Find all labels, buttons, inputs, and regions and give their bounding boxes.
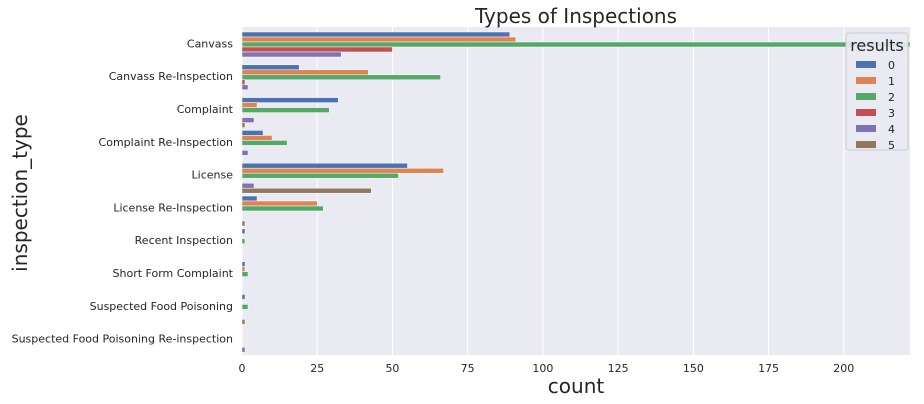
bar (241, 36, 517, 43)
bar (241, 102, 258, 108)
bar (241, 41, 911, 48)
bar (241, 117, 255, 123)
bar (241, 122, 246, 128)
bar (241, 64, 300, 71)
bar (241, 200, 318, 207)
legend-items: 0 1 2 3 4 5 (856, 59, 895, 152)
y-tick-label: Recent Inspection (135, 234, 233, 247)
legend-label: 1 (888, 75, 895, 88)
bar (241, 228, 246, 235)
x-tick-labels: 0 25 50 75 100 125 150 175 200 (239, 362, 855, 375)
x-tick-label: 25 (310, 362, 324, 375)
bar (241, 182, 255, 189)
legend-label: 2 (888, 91, 895, 104)
y-tick-label: Suspected Food Poisoning Re-inspection (12, 333, 233, 346)
x-tick-label: 175 (758, 362, 779, 375)
bar (241, 205, 324, 212)
bar (241, 271, 249, 277)
bar (241, 162, 408, 169)
bar (241, 135, 273, 141)
legend-swatch (856, 77, 876, 84)
bar (241, 51, 342, 58)
y-tick-labels: Canvass Canvass Re-Inspection Complaint Com… (12, 37, 234, 345)
legend-swatch (856, 109, 876, 116)
legend-swatch (856, 141, 876, 148)
x-tick-label: 100 (532, 362, 553, 375)
legend-swatch (856, 125, 876, 132)
bar (241, 150, 249, 156)
x-tick-label: 200 (833, 362, 854, 375)
legend-label: 0 (888, 59, 895, 72)
y-tick-label: Complaint Re-Inspection (99, 136, 233, 149)
x-tick-label: 125 (608, 362, 629, 375)
x-tick-label: 150 (683, 362, 704, 375)
y-tick-label: Suspected Food Poisoning (90, 300, 233, 313)
bar (241, 130, 264, 136)
legend: results 0 1 2 3 4 5 (845, 32, 909, 152)
legend-label: 3 (888, 107, 895, 120)
y-tick-label: License Re-Inspection (113, 201, 233, 214)
y-tick-label: Canvass Re-Inspection (109, 70, 233, 83)
bar (241, 238, 246, 245)
bar (241, 84, 249, 91)
bar (241, 74, 441, 81)
legend-label: 5 (888, 139, 895, 152)
bar (241, 97, 339, 103)
y-tick-label: Canvass (187, 37, 233, 50)
bar (241, 140, 288, 146)
bar (241, 167, 444, 174)
bar (241, 195, 258, 202)
bar (241, 304, 249, 310)
legend-swatch (856, 61, 876, 68)
legend-swatch (856, 93, 876, 100)
bar (241, 46, 393, 53)
x-tick-label: 50 (385, 362, 399, 375)
bar (241, 261, 246, 267)
bar (241, 187, 372, 194)
y-tick-label: Short Form Complaint (113, 267, 234, 280)
chart-title: Types of Inspections (474, 4, 677, 28)
bar (241, 79, 246, 86)
y-tick-label: License (192, 169, 234, 182)
bar (241, 319, 246, 325)
bar (241, 107, 330, 113)
bar (241, 220, 246, 227)
x-tick-label: 75 (461, 362, 475, 375)
bar (241, 346, 246, 353)
y-tick-label: Complaint (177, 103, 234, 116)
y-axis-label: inspection_type (8, 114, 32, 272)
bar (241, 69, 369, 76)
bar (241, 31, 511, 38)
bar (241, 172, 399, 179)
x-axis-label: count (548, 374, 605, 398)
bars (241, 31, 911, 353)
bar (241, 294, 246, 300)
x-tick-label: 0 (239, 362, 246, 375)
legend-title: results (850, 36, 904, 55)
legend-label: 4 (888, 123, 895, 136)
bar (241, 266, 246, 272)
